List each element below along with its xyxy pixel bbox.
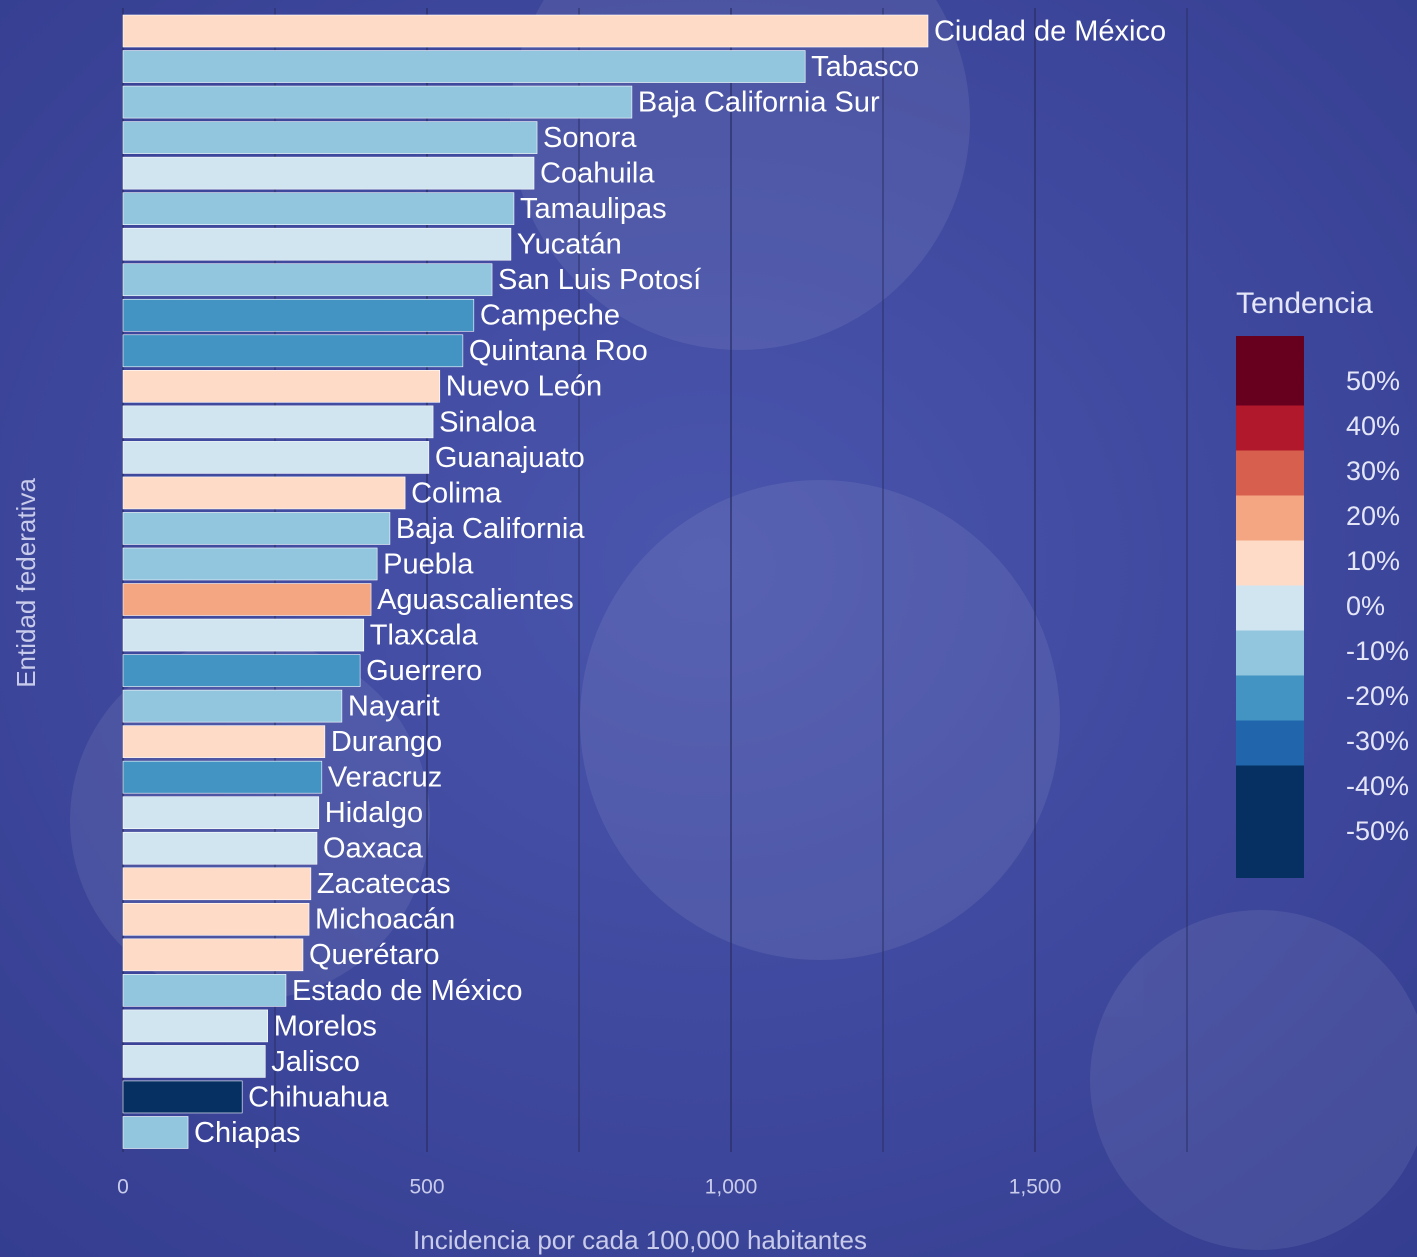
bar bbox=[122, 547, 378, 581]
category-label: Sonora bbox=[543, 122, 637, 154]
bar bbox=[122, 1080, 243, 1114]
legend-label: 30% bbox=[1346, 456, 1400, 486]
category-label: Colima bbox=[411, 477, 502, 509]
bar bbox=[122, 902, 310, 936]
category-label: Quintana Roo bbox=[469, 335, 648, 367]
x-axis-title: Incidencia por cada 100,000 habitantes bbox=[413, 1225, 867, 1255]
legend-label: 0% bbox=[1346, 591, 1385, 621]
category-label: Tlaxcala bbox=[370, 619, 479, 651]
legend-label: -30% bbox=[1346, 726, 1409, 756]
category-label: Morelos bbox=[274, 1010, 377, 1042]
bar bbox=[122, 156, 535, 190]
category-label: Baja California Sur bbox=[638, 86, 880, 118]
category-label: Veracruz bbox=[328, 762, 442, 794]
legend-label: 40% bbox=[1346, 411, 1400, 441]
category-label: Nayarit bbox=[348, 691, 440, 723]
bar bbox=[122, 725, 326, 758]
x-tick-label: 0 bbox=[117, 1176, 129, 1199]
legend-label: -40% bbox=[1346, 771, 1409, 801]
category-label: Tamaulipas bbox=[520, 193, 667, 225]
category-label: Baja California bbox=[396, 513, 585, 545]
bar bbox=[122, 263, 493, 297]
category-label: Ciudad de México bbox=[934, 15, 1166, 47]
category-label: Nuevo León bbox=[446, 371, 602, 403]
bar bbox=[122, 85, 633, 119]
category-label: Estado de México bbox=[292, 975, 523, 1007]
legend-label: -20% bbox=[1346, 681, 1409, 711]
legend-swatch bbox=[1236, 495, 1304, 541]
bar bbox=[122, 1045, 266, 1078]
legend-swatch bbox=[1236, 336, 1304, 406]
bar bbox=[122, 689, 343, 723]
bar bbox=[122, 298, 475, 332]
category-label: Querétaro bbox=[309, 939, 440, 971]
x-tick-label: 500 bbox=[409, 1176, 444, 1199]
category-label: Michoacán bbox=[315, 904, 455, 936]
bar bbox=[122, 227, 512, 261]
category-label: Coahuila bbox=[540, 158, 655, 190]
category-label: Yucatán bbox=[517, 229, 622, 261]
category-label: Campeche bbox=[480, 300, 620, 332]
bar bbox=[122, 760, 323, 794]
legend-swatch bbox=[1236, 675, 1304, 721]
legend-label: -50% bbox=[1346, 816, 1409, 846]
category-label: Jalisco bbox=[271, 1046, 360, 1078]
legend-swatch bbox=[1236, 765, 1304, 811]
category-label: San Luis Potosí bbox=[498, 264, 701, 296]
legend-swatch bbox=[1236, 450, 1304, 496]
bar bbox=[122, 583, 372, 616]
bar bbox=[122, 50, 806, 83]
category-label: Chiapas bbox=[194, 1117, 300, 1149]
x-tick-label: 1,000 bbox=[705, 1176, 758, 1199]
bar bbox=[122, 334, 464, 368]
legend-title: Tendencia bbox=[1236, 287, 1373, 320]
category-label: Zacatecas bbox=[317, 868, 451, 900]
legend-swatch bbox=[1236, 540, 1304, 586]
bar bbox=[122, 1009, 269, 1043]
bar bbox=[122, 867, 312, 901]
category-label: Chihuahua bbox=[248, 1081, 389, 1113]
category-label: Guanajuato bbox=[435, 442, 585, 474]
bar bbox=[122, 441, 430, 474]
bar bbox=[122, 1116, 189, 1149]
y-axis-title: Entidad federativa bbox=[11, 478, 41, 688]
legend-label: 10% bbox=[1346, 546, 1400, 576]
legend-swatch bbox=[1236, 720, 1304, 766]
bar bbox=[122, 618, 365, 652]
legend: Tendencia 50% 40% 30% 20% 10% 0% -10% -20% -30% -4… bbox=[1236, 287, 1409, 878]
category-label: Sinaloa bbox=[439, 406, 537, 438]
category-label: Tabasco bbox=[811, 51, 919, 83]
category-label: Puebla bbox=[383, 548, 474, 580]
bar bbox=[122, 121, 538, 154]
decoration bbox=[70, 0, 1417, 1250]
bar bbox=[122, 370, 441, 403]
bar bbox=[122, 938, 304, 972]
legend-swatch bbox=[1236, 630, 1304, 676]
category-label: Guerrero bbox=[366, 655, 482, 687]
category-label: Hidalgo bbox=[325, 797, 423, 829]
x-tick-label: 1,500 bbox=[1009, 1176, 1062, 1199]
bar bbox=[122, 796, 320, 830]
legend-label: -10% bbox=[1346, 636, 1409, 666]
category-label: Aguascalientes bbox=[377, 584, 574, 616]
legend-swatch bbox=[1236, 810, 1304, 878]
bar bbox=[122, 512, 391, 545]
bar bbox=[122, 974, 287, 1007]
bar bbox=[122, 14, 929, 48]
bar bbox=[122, 654, 361, 687]
bar bbox=[122, 192, 515, 225]
bar bbox=[122, 831, 318, 865]
category-label: Durango bbox=[331, 726, 442, 758]
bar bbox=[122, 405, 434, 439]
category-label: Oaxaca bbox=[323, 833, 424, 865]
legend-label: 50% bbox=[1346, 366, 1400, 396]
bar bbox=[122, 476, 406, 510]
legend-swatch bbox=[1236, 405, 1304, 451]
legend-label: 20% bbox=[1346, 501, 1400, 531]
legend-swatch bbox=[1236, 585, 1304, 631]
